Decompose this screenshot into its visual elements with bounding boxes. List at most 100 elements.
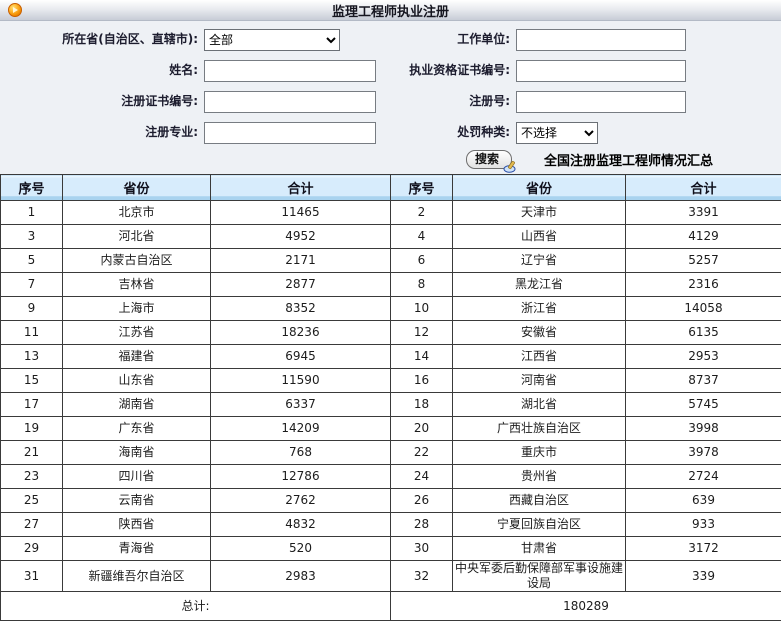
- total-cell: 768: [211, 441, 391, 465]
- total-cell: 3998: [626, 417, 781, 441]
- province-cell: 北京市: [63, 201, 211, 225]
- province-cell: 吉林省: [63, 273, 211, 297]
- total-cell: 2316: [626, 273, 781, 297]
- total-cell: 8352: [211, 297, 391, 321]
- province-cell: 四川省: [63, 465, 211, 489]
- total-cell: 520: [211, 537, 391, 561]
- total-cell: 3172: [626, 537, 781, 561]
- total-cell: 639: [626, 489, 781, 513]
- seq-cell: 22: [391, 441, 453, 465]
- seq-cell: 3: [1, 225, 63, 249]
- registration-no-label: 注册号:: [391, 95, 512, 109]
- stamp-icon: [503, 160, 518, 173]
- total-cell: 18236: [211, 321, 391, 345]
- seq-cell: 17: [1, 393, 63, 417]
- province-select[interactable]: 全部: [204, 29, 340, 51]
- seq-cell: 7: [1, 273, 63, 297]
- total-cell: 2762: [211, 489, 391, 513]
- column-header-seq-right: 序号: [391, 175, 453, 201]
- seq-cell: 4: [391, 225, 453, 249]
- province-cell: 河北省: [63, 225, 211, 249]
- province-cell: 贵州省: [453, 465, 626, 489]
- province-cell: 西藏自治区: [453, 489, 626, 513]
- total-label: 总计:: [1, 592, 391, 621]
- registration-major-input[interactable]: [204, 122, 376, 144]
- seq-cell: 5: [1, 249, 63, 273]
- total-cell: 4832: [211, 513, 391, 537]
- total-cell: 339: [626, 561, 781, 592]
- seq-cell: 30: [391, 537, 453, 561]
- registration-cert-input[interactable]: [204, 91, 376, 113]
- province-cell: 江西省: [453, 345, 626, 369]
- province-cell: 云南省: [63, 489, 211, 513]
- province-cell: 广东省: [63, 417, 211, 441]
- form-column-left: 所在省(自治区、直辖市): 全部 姓名: 注册证书编号: 注册专业:: [0, 24, 391, 170]
- total-cell: 4952: [211, 225, 391, 249]
- province-cell: 安徽省: [453, 321, 626, 345]
- total-cell: 14209: [211, 417, 391, 441]
- total-cell: 2953: [626, 345, 781, 369]
- title-bar: 监理工程师执业注册: [0, 0, 781, 21]
- work-unit-input[interactable]: [516, 29, 686, 51]
- seq-cell: 14: [391, 345, 453, 369]
- total-row: 总计: 180289: [1, 592, 781, 621]
- qualification-cert-input[interactable]: [516, 60, 686, 82]
- seq-cell: 29: [1, 537, 63, 561]
- province-cell: 江苏省: [63, 321, 211, 345]
- province-cell: 重庆市: [453, 441, 626, 465]
- province-cell: 黑龙江省: [453, 273, 626, 297]
- province-cell: 青海省: [63, 537, 211, 561]
- penalty-type-label: 处罚种类:: [391, 126, 512, 140]
- total-cell: 2171: [211, 249, 391, 273]
- column-header-province-left: 省份: [63, 175, 211, 201]
- seq-cell: 31: [1, 561, 63, 592]
- province-cell: 宁夏回族自治区: [453, 513, 626, 537]
- province-cell: 海南省: [63, 441, 211, 465]
- search-button[interactable]: 搜索: [466, 150, 512, 169]
- total-cell: 5257: [626, 249, 781, 273]
- province-cell: 山东省: [63, 369, 211, 393]
- seq-cell: 32: [391, 561, 453, 592]
- total-cell: 933: [626, 513, 781, 537]
- orange-orb-icon: [8, 3, 22, 17]
- seq-cell: 11: [1, 321, 63, 345]
- total-cell: 5745: [626, 393, 781, 417]
- seq-cell: 21: [1, 441, 63, 465]
- province-label: 所在省(自治区、直辖市):: [0, 33, 200, 47]
- column-header-seq-left: 序号: [1, 175, 63, 201]
- qualification-cert-label: 执业资格证书编号:: [391, 64, 512, 78]
- seq-cell: 12: [391, 321, 453, 345]
- province-cell: 天津市: [453, 201, 626, 225]
- summary-title: 全国注册监理工程师情况汇总: [544, 150, 713, 169]
- province-cell: 中央军委后勤保障部军事设施建设局: [453, 561, 626, 592]
- seq-cell: 20: [391, 417, 453, 441]
- form-column-right: 工作单位: 执业资格证书编号: 注册号: 处罚种类: 不选择 搜索: [391, 24, 781, 170]
- total-cell: 12786: [211, 465, 391, 489]
- total-value: 180289: [391, 592, 781, 621]
- registration-no-input[interactable]: [516, 91, 686, 113]
- province-cell: 陕西省: [63, 513, 211, 537]
- total-cell: 14058: [626, 297, 781, 321]
- table-header-row: 序号 省份 合计 序号 省份 合计: [1, 175, 781, 201]
- province-cell: 新疆维吾尔自治区: [63, 561, 211, 592]
- name-input[interactable]: [204, 60, 376, 82]
- total-cell: 2983: [211, 561, 391, 592]
- seq-cell: 9: [1, 297, 63, 321]
- total-cell: 11465: [211, 201, 391, 225]
- seq-cell: 19: [1, 417, 63, 441]
- province-cell: 河南省: [453, 369, 626, 393]
- penalty-type-select[interactable]: 不选择: [516, 122, 598, 144]
- province-cell: 湖北省: [453, 393, 626, 417]
